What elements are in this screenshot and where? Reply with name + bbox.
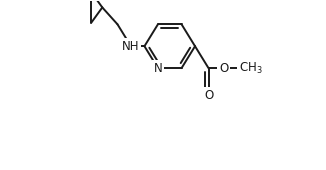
Text: N: N [154,62,162,75]
Text: O: O [219,62,228,75]
Text: CH$_3$: CH$_3$ [239,61,262,76]
Text: O: O [204,89,213,102]
Text: NH: NH [122,40,140,53]
